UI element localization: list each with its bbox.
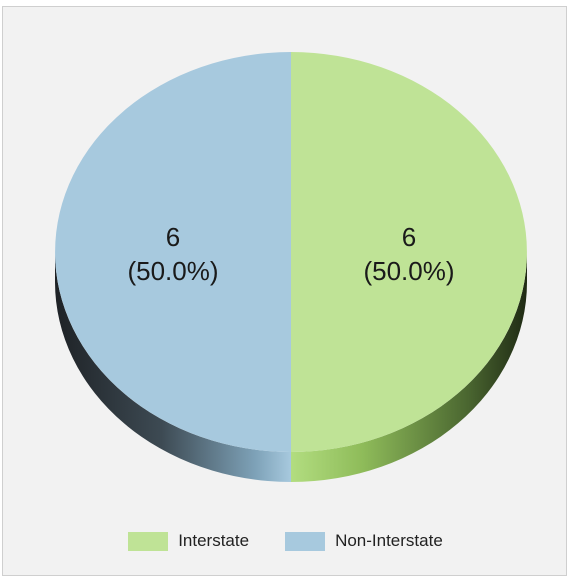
pie-side-interstate [291, 252, 527, 482]
slice-percent-label-non-interstate: (50.0%) [127, 256, 218, 286]
pie-chart: 6 (50.0%) 6 (50.0%) [55, 52, 527, 482]
pie-slice-non-interstate[interactable] [55, 52, 291, 452]
legend-item-non-interstate[interactable]: Non-Interstate [285, 531, 443, 551]
pie-labels: 6 (50.0%) 6 (50.0%) [127, 222, 454, 286]
legend-item-interstate[interactable]: Interstate [128, 531, 249, 551]
legend-swatch-non-interstate [285, 531, 326, 551]
slice-percent-label-interstate: (50.0%) [363, 256, 454, 286]
chart-frame: 6 (50.0%) 6 (50.0%) Interstate Non-Intersta… [2, 6, 567, 576]
pie-top [55, 52, 527, 452]
legend: Interstate Non-Interstate [3, 531, 568, 551]
cropped-top-link[interactable]: ▔▔▔ ▔▔▔▔ ▔▔▔ [0, 0, 240, 5]
legend-swatch-interstate [128, 531, 169, 551]
slice-value-label-interstate: 6 [402, 222, 416, 252]
legend-label-non-interstate: Non-Interstate [335, 531, 443, 550]
pie-side-non-interstate [55, 252, 291, 482]
pie-slice-interstate[interactable] [291, 52, 527, 452]
slice-value-label-non-interstate: 6 [166, 222, 180, 252]
legend-label-interstate: Interstate [178, 531, 250, 550]
pie-depth [55, 252, 527, 482]
